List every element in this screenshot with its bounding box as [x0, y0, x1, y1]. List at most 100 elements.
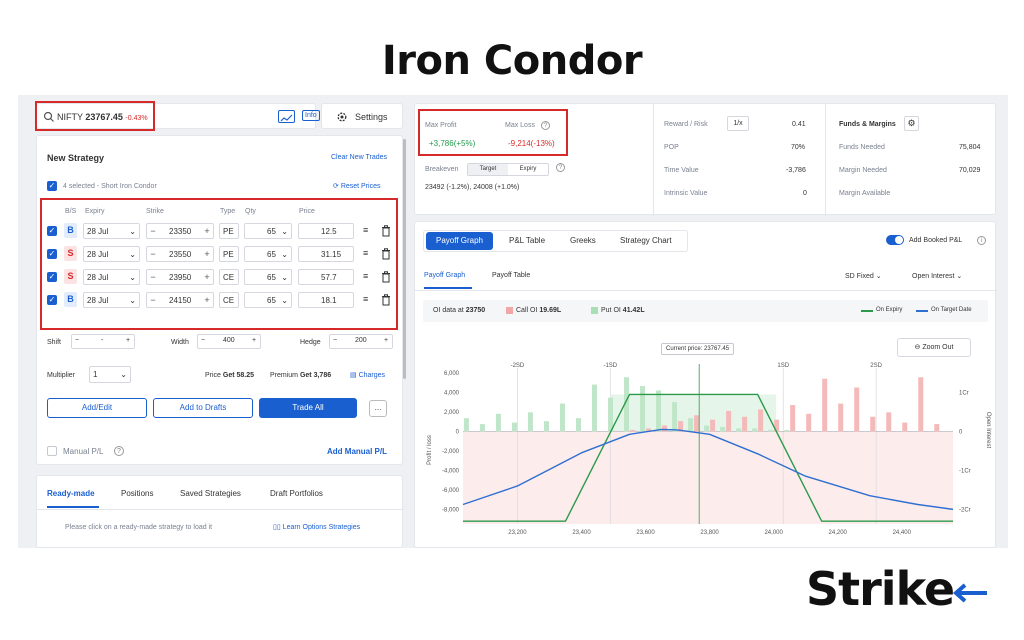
leg-checkbox[interactable]: ✓	[47, 272, 57, 282]
shift-control[interactable]: − - +	[71, 334, 135, 349]
width-control[interactable]: − 400 +	[197, 334, 261, 349]
put-oi-bar	[704, 425, 710, 432]
chevron-down-icon: ⌄	[129, 250, 136, 259]
tab-ready-made[interactable]: Ready-made	[47, 489, 95, 498]
tab-greeks[interactable]: Greeks	[570, 236, 596, 245]
leg-type[interactable]: PE	[219, 223, 239, 239]
leg-side-toggle[interactable]: S	[64, 246, 77, 261]
more-options-button[interactable]: ...	[369, 400, 387, 417]
leg-qty-select[interactable]: 65 ⌄	[244, 292, 292, 308]
chevron-down-icon: ⌄	[281, 296, 288, 305]
tab-saved-strategies[interactable]: Saved Strategies	[180, 489, 241, 498]
leg-qty-select[interactable]: 65 ⌄	[244, 269, 292, 285]
leg-expiry-select[interactable]: 28 Jul ⌄	[83, 246, 140, 262]
leg-expiry-select[interactable]: 28 Jul ⌄	[83, 223, 140, 239]
manual-pl-checkbox[interactable]	[47, 446, 57, 456]
call-oi-bar	[646, 428, 652, 432]
subtab-payoff-table[interactable]: Payoff Table	[492, 272, 531, 279]
add-to-drafts-button[interactable]: Add to Drafts	[153, 398, 253, 418]
call-oi-bar	[918, 377, 924, 432]
add-booked-toggle[interactable]	[886, 235, 904, 245]
y2-axis-title: Open Interest	[985, 412, 991, 449]
trend-chart-icon[interactable]	[278, 110, 295, 123]
charges-link[interactable]: ▤ Charges	[350, 372, 386, 379]
trash-icon[interactable]	[381, 293, 391, 311]
leg-side-toggle[interactable]: B	[64, 223, 77, 238]
trash-icon[interactable]	[381, 270, 391, 288]
put-oi-bar	[688, 418, 694, 432]
leg-strike-stepper[interactable]: −23350 +	[146, 223, 214, 239]
trade-all-button[interactable]: Trade All	[259, 398, 357, 418]
call-oi-bar	[678, 421, 684, 432]
target-toggle[interactable]: Target	[468, 164, 508, 175]
plus-icon[interactable]: +	[204, 295, 210, 305]
minus-icon[interactable]: −	[150, 272, 156, 282]
plus-icon[interactable]: +	[204, 226, 210, 236]
subtab-payoff-graph[interactable]: Payoff Graph	[424, 272, 466, 279]
leg-type[interactable]: PE	[219, 246, 239, 262]
expiry-toggle[interactable]: Expiry	[519, 166, 537, 172]
symbol-search-bar[interactable]: NIFTY 23767.45 -0.43% Info	[36, 103, 320, 129]
leg-expiry-select[interactable]: 28 Jul ⌄	[83, 292, 140, 308]
learn-strategies-link[interactable]: ▯▯ Learn Options Strategies	[273, 524, 361, 531]
add-manual-pl-link[interactable]: Add Manual P/L	[327, 447, 387, 456]
leg-qty-select[interactable]: 65 ⌄	[244, 223, 292, 239]
minus-icon[interactable]: −	[150, 249, 156, 259]
trash-icon[interactable]	[381, 224, 391, 242]
put-oi-bar	[752, 428, 758, 432]
reset-prices-link[interactable]: ⟳ Reset Prices	[333, 183, 381, 190]
reward-risk-toggle[interactable]: 1/x	[727, 116, 749, 131]
leg-price-input[interactable]: 18.1	[298, 292, 354, 308]
multiplier-select[interactable]: 1 ⌄	[89, 366, 131, 383]
menu-icon[interactable]: ≡	[363, 271, 369, 281]
payoff-chart[interactable]: -2SD -1SD 1SD 2SD 6,000 4,000 2,000 0 -2,000 -4,0…	[415, 360, 997, 549]
menu-icon[interactable]: ≡	[363, 225, 369, 235]
leg-type[interactable]: CE	[219, 269, 239, 285]
zoom-out-button[interactable]: ⊖ Zoom Out	[897, 338, 971, 357]
plus-icon[interactable]: +	[204, 272, 210, 282]
add-edit-button[interactable]: Add/Edit	[47, 398, 147, 418]
settings-button[interactable]: Settings	[321, 103, 403, 129]
open-interest-select[interactable]: Open Interest ⌄	[912, 273, 963, 280]
divider	[415, 290, 997, 291]
info-button[interactable]: Info	[302, 110, 320, 121]
leg-strike-stepper[interactable]: −24150 +	[146, 292, 214, 308]
leg-checkbox[interactable]: ✓	[47, 249, 57, 259]
call-oi-swatch	[506, 307, 513, 314]
leg-strike-stepper[interactable]: −23550 +	[146, 246, 214, 262]
menu-icon[interactable]: ≡	[363, 248, 369, 258]
tab-pl-table[interactable]: P&L Table	[509, 236, 546, 245]
hedge-control[interactable]: − 200 +	[329, 334, 393, 349]
sd-fixed-select[interactable]: SD Fixed ⌄	[845, 273, 882, 280]
leg-checkbox[interactable]: ✓	[47, 295, 57, 305]
tab-draft-portfolios[interactable]: Draft Portfolios	[270, 489, 323, 498]
clear-new-trades-link[interactable]: Clear New Trades	[331, 154, 388, 161]
leg-strike-stepper[interactable]: −23950 +	[146, 269, 214, 285]
leg-price-input[interactable]: 12.5	[298, 223, 354, 239]
x-tick-label: 23,200	[508, 530, 527, 536]
col-expiry: Expiry	[85, 208, 105, 215]
call-oi-bar	[806, 413, 812, 432]
gear-icon[interactable]: ⚙	[904, 116, 919, 131]
menu-icon[interactable]: ≡	[363, 294, 369, 304]
minus-icon[interactable]: −	[150, 226, 156, 236]
leg-checkbox[interactable]: ✓	[47, 226, 57, 236]
select-all-checkbox[interactable]: ✓	[47, 181, 57, 191]
call-oi-bar	[630, 429, 636, 432]
leg-type[interactable]: CE	[219, 292, 239, 308]
leg-qty-select[interactable]: 65 ⌄	[244, 246, 292, 262]
leg-price-input[interactable]: 57.7	[298, 269, 354, 285]
max-loss-value: -9,214(-13%)	[508, 139, 555, 148]
trash-icon[interactable]	[381, 247, 391, 265]
leg-price-input[interactable]: 31.15	[298, 246, 354, 262]
tab-strategy-chart[interactable]: Strategy Chart	[620, 236, 672, 245]
left-scrollbar[interactable]	[403, 139, 406, 379]
tab-positions[interactable]: Positions	[121, 489, 154, 498]
leg-side-toggle[interactable]: S	[64, 269, 77, 284]
plus-icon[interactable]: +	[204, 249, 210, 259]
leg-expiry-select[interactable]: 28 Jul ⌄	[83, 269, 140, 285]
breakeven-toggle[interactable]: Target Expiry	[467, 163, 549, 176]
tab-payoff-graph[interactable]: Payoff Graph	[426, 232, 493, 250]
minus-icon[interactable]: −	[150, 295, 156, 305]
leg-side-toggle[interactable]: B	[64, 292, 77, 307]
